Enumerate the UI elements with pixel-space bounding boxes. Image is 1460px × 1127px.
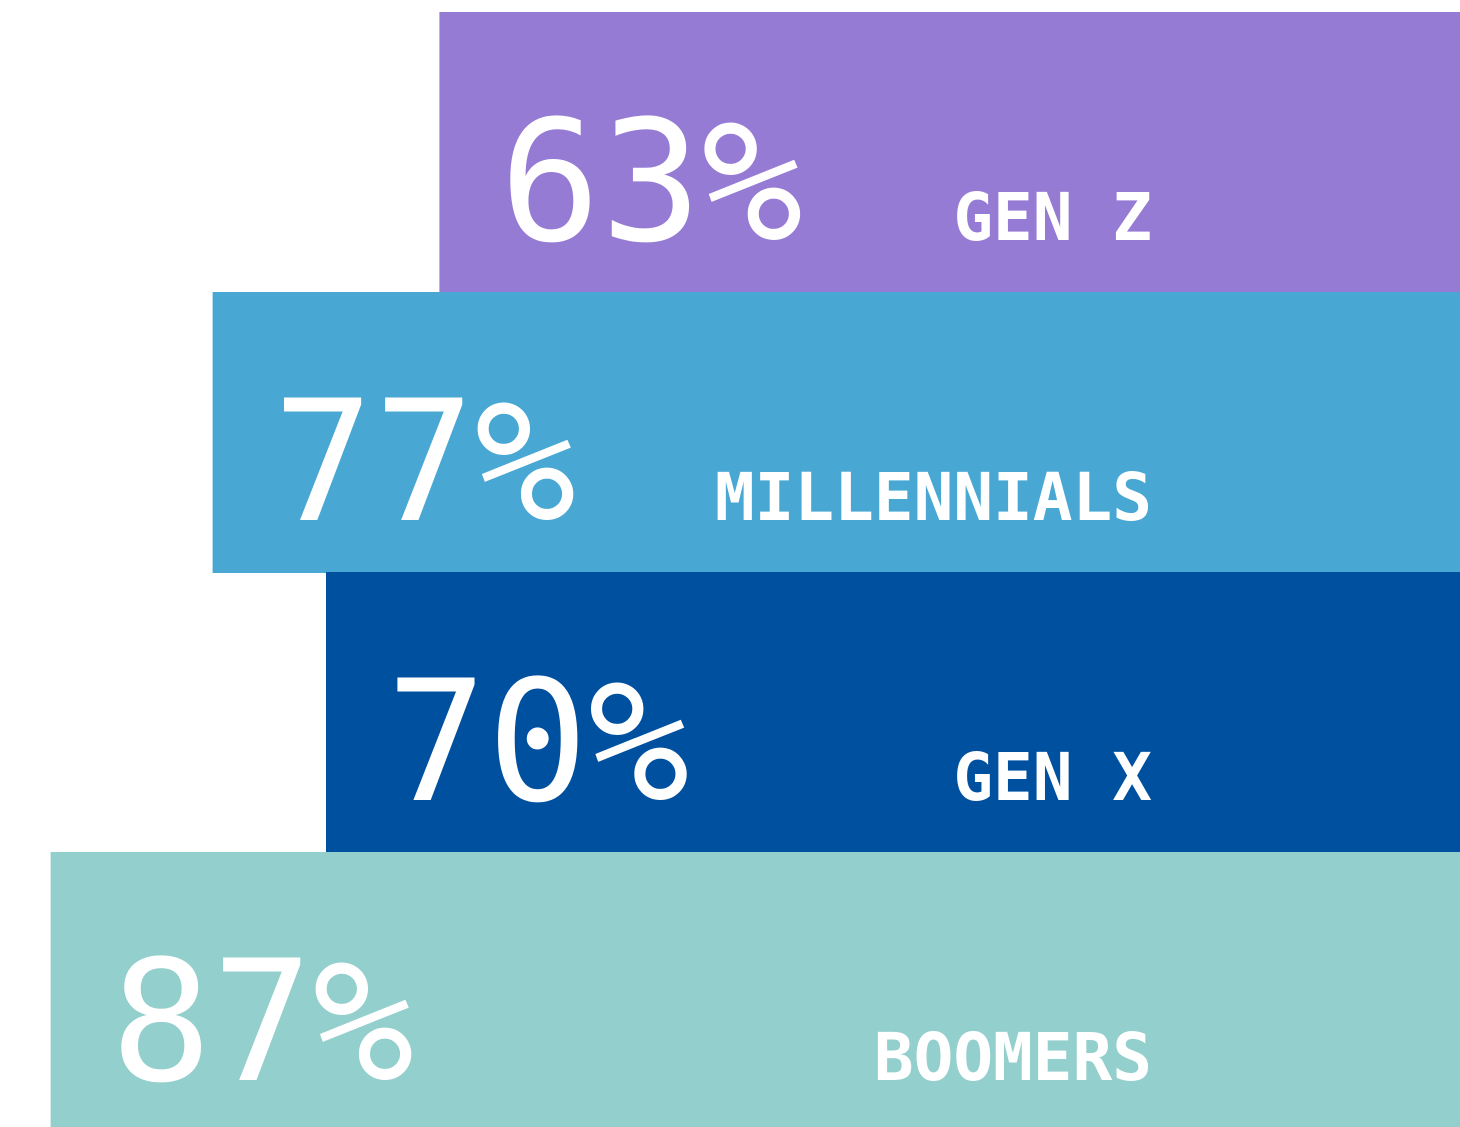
bar [326,572,1460,853]
value-label: 77% [273,364,576,560]
category-label: GEN X [953,739,1152,816]
bar [439,12,1460,293]
value-label: 63% [499,84,802,280]
bar [212,292,1460,573]
bar [50,852,1460,1127]
value-label: 70% [386,644,689,840]
value-label: 87% [111,924,414,1120]
category-label: MILLENNIALS [715,459,1152,536]
category-label: GEN Z [953,179,1152,256]
category-label: BOOMERS [874,1019,1152,1096]
